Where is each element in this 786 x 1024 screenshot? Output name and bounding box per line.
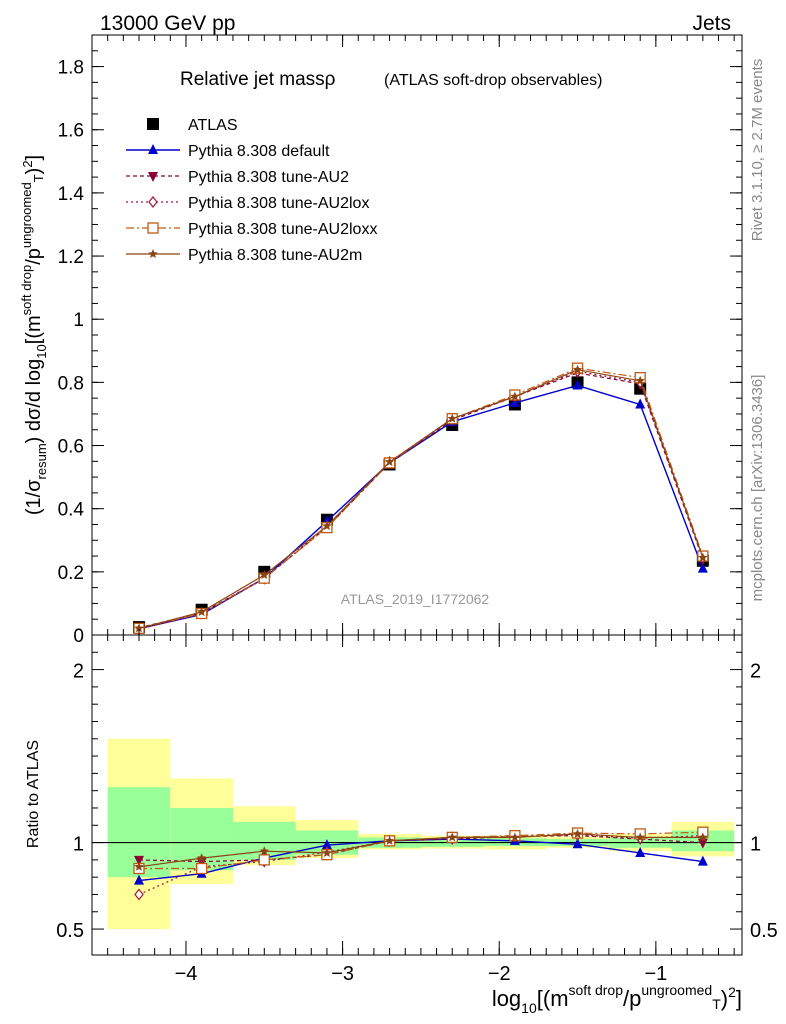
ratio-point-pythia-8-308-tune-au2m: [196, 853, 207, 863]
ratio-ylabel: Ratio to ATLAS: [25, 740, 42, 848]
ratio-xtick-label: −3: [331, 963, 354, 985]
legend-label: Pythia 8.308 tune-AU2: [188, 169, 349, 186]
data-point-pythia-8-308-tune-au2m: [384, 456, 395, 466]
data-point-pythia-8-308-default: [635, 398, 646, 409]
ratio-ytick-label-right: 0.5: [750, 920, 778, 942]
ratio-point-pythia-8-308-tune-au2m: [447, 832, 457, 842]
main-panel: 0 0.2 0.4 0.6 0.8 1 1.2 1.4 1.6 1.8 Relative jet …: [19, 34, 743, 647]
ratio-panel: 0.5 0.51 12 2−4 −3 −2 −1 Ratio to ATLAS log10[…: [25, 634, 778, 1016]
ratio-series-pythia-8-308-tune-au2m: [134, 828, 708, 871]
header-left: 13000 GeV pp: [100, 12, 235, 35]
data-point-pythia-8-308-tune-au2m: [572, 364, 583, 374]
legend-entry-pythia-8-308-default: Pythia 8.308 default: [126, 143, 330, 160]
main-ytick-label: 0.4: [58, 500, 85, 521]
ratio-point-pythia-8-308-tune-au2loxx: [258, 854, 270, 866]
main-ytick-label: 0.6: [58, 437, 84, 458]
ratio-point-pythia-8-308-tune-au2m: [635, 832, 645, 842]
main-ytick-label: 1: [73, 310, 84, 331]
ratio-point-pythia-8-308-default: [697, 855, 708, 866]
data-point-pythia-8-308-tune-au2m: [196, 606, 207, 616]
main-ytick-label: 1.4: [58, 184, 85, 205]
legend-entry-atlas: ATLAS: [147, 117, 238, 134]
ratio-line-pythia-8-308-tune-au2: [138, 834, 703, 863]
main-ytick-label: 1.8: [58, 58, 84, 79]
main-ytick-label: 1.6: [58, 121, 84, 142]
ratio-point-pythia-8-308-tune-au2m: [698, 832, 708, 842]
data-point-pythia-8-308-tune-au2m: [510, 391, 520, 401]
legend-entry-pythia-8-308-tune-au2loxx: Pythia 8.308 tune-AU2loxx: [126, 221, 377, 238]
data-point-pythia-8-308-tune-au2m: [322, 521, 332, 531]
mcplots-label: mcplots.cern.ch [arXiv:1306.3436]: [749, 375, 766, 602]
legend-marker: [148, 172, 158, 182]
data-point-pythia-8-308-tune-au2m: [447, 413, 457, 423]
ratio-panel-frame: [91, 634, 743, 956]
data-point-pythia-8-308-tune-au2m: [635, 375, 645, 385]
legend-label: Pythia 8.308 tune-AU2m: [188, 247, 362, 264]
main-ytick-label: 1.2: [58, 247, 84, 268]
ratio-ytick-label-right: 2: [750, 661, 761, 683]
header-right: Jets: [692, 12, 731, 35]
ratio-ytick-label: 2: [73, 661, 84, 683]
ratio-point-pythia-8-308-tune-au2m: [384, 835, 395, 845]
legend-marker: [148, 196, 158, 208]
legend-marker: [148, 144, 158, 154]
ratio-point-pythia-8-308-tune-au2m: [572, 828, 583, 838]
main-ytick-label: 0: [73, 626, 84, 647]
legend-entry-pythia-8-308-tune-au2lox: Pythia 8.308 tune-AU2lox: [126, 195, 369, 212]
ratio-point-pythia-8-308-default: [572, 838, 583, 849]
legend-entry-pythia-8-308-tune-au2m: Pythia 8.308 tune-AU2m: [126, 247, 362, 264]
main-ytick-label: 0.2: [58, 563, 84, 584]
series-line-pythia-8-308-tune-au2m: [138, 369, 704, 629]
ratio-ytick-label-right: 1: [750, 834, 761, 856]
ratio-ytick-label: 0.5: [56, 920, 84, 942]
legend-marker: [147, 118, 159, 130]
series-line-pythia-8-308-tune-au2loxx: [138, 367, 704, 629]
data-point-pythia-8-308-tune-au2m: [134, 623, 144, 633]
ratio-point-pythia-8-308-tune-au2lox: [134, 888, 144, 901]
legend-marker: [147, 222, 159, 234]
chart-title: Relative jet massρ: [180, 69, 336, 90]
chart-subtitle: (ATLAS soft-drop observables): [384, 72, 602, 89]
main-ytick-label: 0.8: [58, 373, 84, 394]
ratio-point-pythia-8-308-tune-au2m: [259, 846, 269, 856]
data-point-pythia-8-308-tune-au2m: [698, 552, 708, 562]
ratio-xtick-label: −2: [488, 963, 511, 985]
data-point-pythia-8-308-tune-au2m: [259, 570, 269, 579]
legend: ATLAS Pythia 8.308 default Pythia 8.308 tu…: [126, 117, 377, 264]
ratio-point-pythia-8-308-tune-au2: [133, 855, 144, 866]
legend-marker: [148, 249, 158, 258]
legend-label: Pythia 8.308 tune-AU2loxx: [188, 221, 377, 238]
rivet-label: Rivet 3.1.10, ≥ 2.7M events: [749, 59, 766, 242]
ratio-xtick-label: −4: [175, 963, 198, 985]
series-pythia-8-308-tune-au2m: [134, 364, 708, 633]
ratio-point-pythia-8-308-tune-au2m: [510, 832, 520, 842]
ratio-point-pythia-8-308-default: [133, 874, 144, 885]
legend-entry-pythia-8-308-tune-au2: Pythia 8.308 tune-AU2: [126, 169, 349, 186]
legend-label: Pythia 8.308 tune-AU2lox: [188, 195, 369, 212]
legend-label: ATLAS: [188, 117, 238, 134]
ratio-line-pythia-8-308-tune-au2m: [138, 833, 703, 868]
ratio-xtick-label: −1: [644, 963, 667, 985]
ratio-ytick-label: 1: [73, 834, 84, 856]
ratio-point-pythia-8-308-tune-au2m: [134, 861, 144, 871]
ratio-point-pythia-8-308-default: [635, 846, 646, 857]
data-point-pythia-8-308-default: [697, 562, 708, 573]
ratio-point-pythia-8-308-tune-au2m: [322, 847, 332, 857]
ratio-point-pythia-8-308-default: [321, 839, 332, 850]
legend-label: Pythia 8.308 default: [188, 143, 330, 160]
ratio-point-pythia-8-308-tune-au2loxx: [195, 862, 208, 875]
data-point-pythia-8-308-default: [572, 379, 583, 390]
analysis-watermark: ATLAS_2019_I1772062: [341, 591, 490, 607]
